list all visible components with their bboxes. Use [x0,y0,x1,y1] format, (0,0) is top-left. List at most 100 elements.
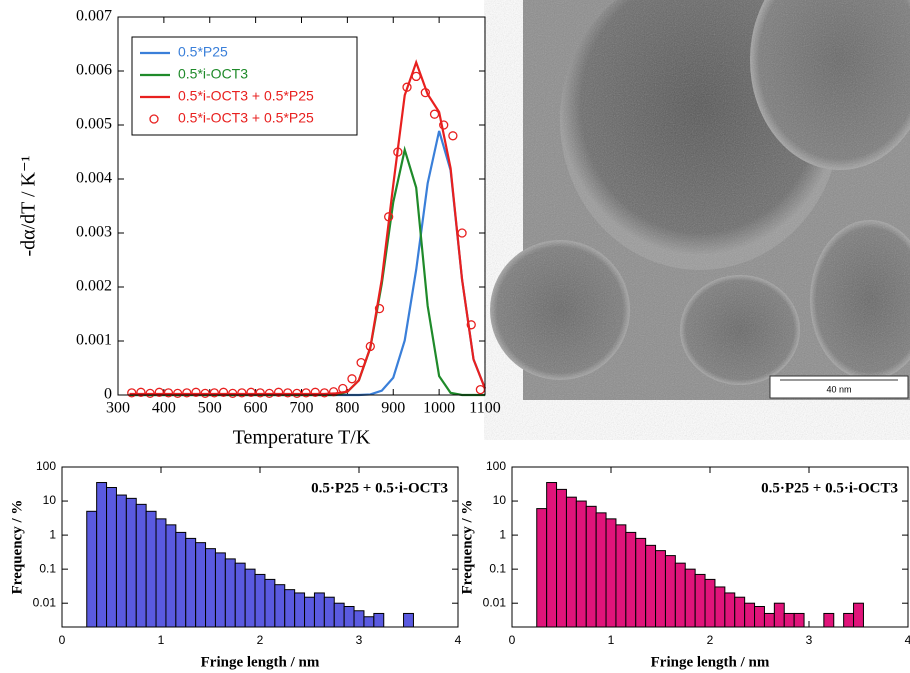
bar [625,531,637,628]
bar [214,552,226,628]
data-point [411,71,421,82]
data-point [338,383,348,394]
bar [323,596,335,628]
y-tick-label: 0.001 [76,332,112,349]
y-tick-label: 100 [36,459,56,473]
data-point [448,131,458,141]
data-point [283,388,293,398]
x-tick-label: 1000 [423,400,455,417]
data-point [384,212,394,222]
data-point [420,87,431,98]
bar [373,612,385,628]
bar [783,612,795,628]
y-tick-label: 100 [486,459,506,473]
y-tick-label: 1 [49,527,56,541]
bar [284,589,296,628]
bar [536,508,548,628]
x-tick-label: 900 [381,400,405,417]
bar [175,531,187,628]
x-tick-label: 700 [290,400,314,417]
data-point [191,387,201,397]
data-point [439,120,449,130]
data-point [163,388,174,398]
bar [684,568,696,628]
plot-frame [61,466,459,628]
bar [744,602,756,628]
annotation: 0.5·P25 + 0.5·i-OCT3 [311,480,448,496]
bar [575,500,587,628]
bar [96,482,108,628]
bar [304,596,315,628]
bar [264,578,276,628]
bar [224,558,236,628]
y-tick-label: 0.1 [39,561,56,575]
legend-label: 0.5*i-OCT3 + 0.5*P25 [178,88,314,104]
legend-label: 0.5*i-OCT3 [178,66,248,82]
bar [605,518,617,628]
data-point [255,388,265,398]
bar [343,605,355,628]
bar [595,512,607,628]
y-tick-label: 0.01 [483,595,507,609]
x-tick-label: 1 [608,633,615,647]
bar [294,592,306,628]
y-tick-label: 0.007 [76,8,112,25]
data-point [466,320,476,330]
x-tick-label: 2 [257,633,264,647]
bar [793,612,805,628]
legend-label: 0.5*i-OCT3 + 0.5*P25 [178,110,314,126]
y-tick-label: 0.006 [76,62,112,79]
bar [843,612,855,628]
data-point [301,388,311,398]
y-tick-label: 0.002 [76,278,112,295]
y-axis-label: Frequency / % [459,500,475,595]
legend-label: 0.5*P25 [178,44,228,60]
bar [403,612,414,628]
x-axis-label: Fringe length / nm [201,654,320,670]
data-point [356,357,366,368]
data-point [319,388,330,398]
bar [664,555,676,628]
y-tick-label: 0.003 [76,224,112,241]
data-line [129,130,487,397]
data-point [182,388,192,398]
data-point [136,387,146,397]
data-point [154,387,164,397]
data-point [310,387,320,397]
bar [205,548,216,628]
bar [145,510,157,628]
x-tick-label: 500 [198,400,222,417]
data-point [200,388,210,399]
bar [106,487,117,628]
y-axis-label: Frequency / % [9,500,25,595]
plot-frame [511,466,909,628]
bar [195,542,207,628]
x-tick-label: 800 [335,400,359,417]
data-point [145,388,155,399]
data-point [273,387,284,397]
x-tick-label: 2 [707,633,714,647]
y-tick-label: 0.1 [489,561,506,575]
data-point [475,384,486,395]
bar [353,610,365,628]
y-tick-label: 0 [104,386,112,403]
bar [86,510,98,628]
data-point [402,82,412,92]
x-axis-label: Fringe length / nm [651,654,770,670]
bar [125,497,137,628]
data-point [292,388,302,399]
bar [773,602,785,628]
data-point [172,388,183,399]
x-tick-label: 3 [356,633,363,647]
bar [115,494,127,628]
y-tick-label: 0.01 [33,595,57,609]
bar [363,616,375,628]
bar [556,488,567,628]
bar [135,503,147,628]
bar [724,592,736,628]
bar [645,544,657,628]
bar [853,602,864,628]
x-axis-label: Temperature T/K [233,427,371,449]
x-tick-label: 3 [806,633,813,647]
